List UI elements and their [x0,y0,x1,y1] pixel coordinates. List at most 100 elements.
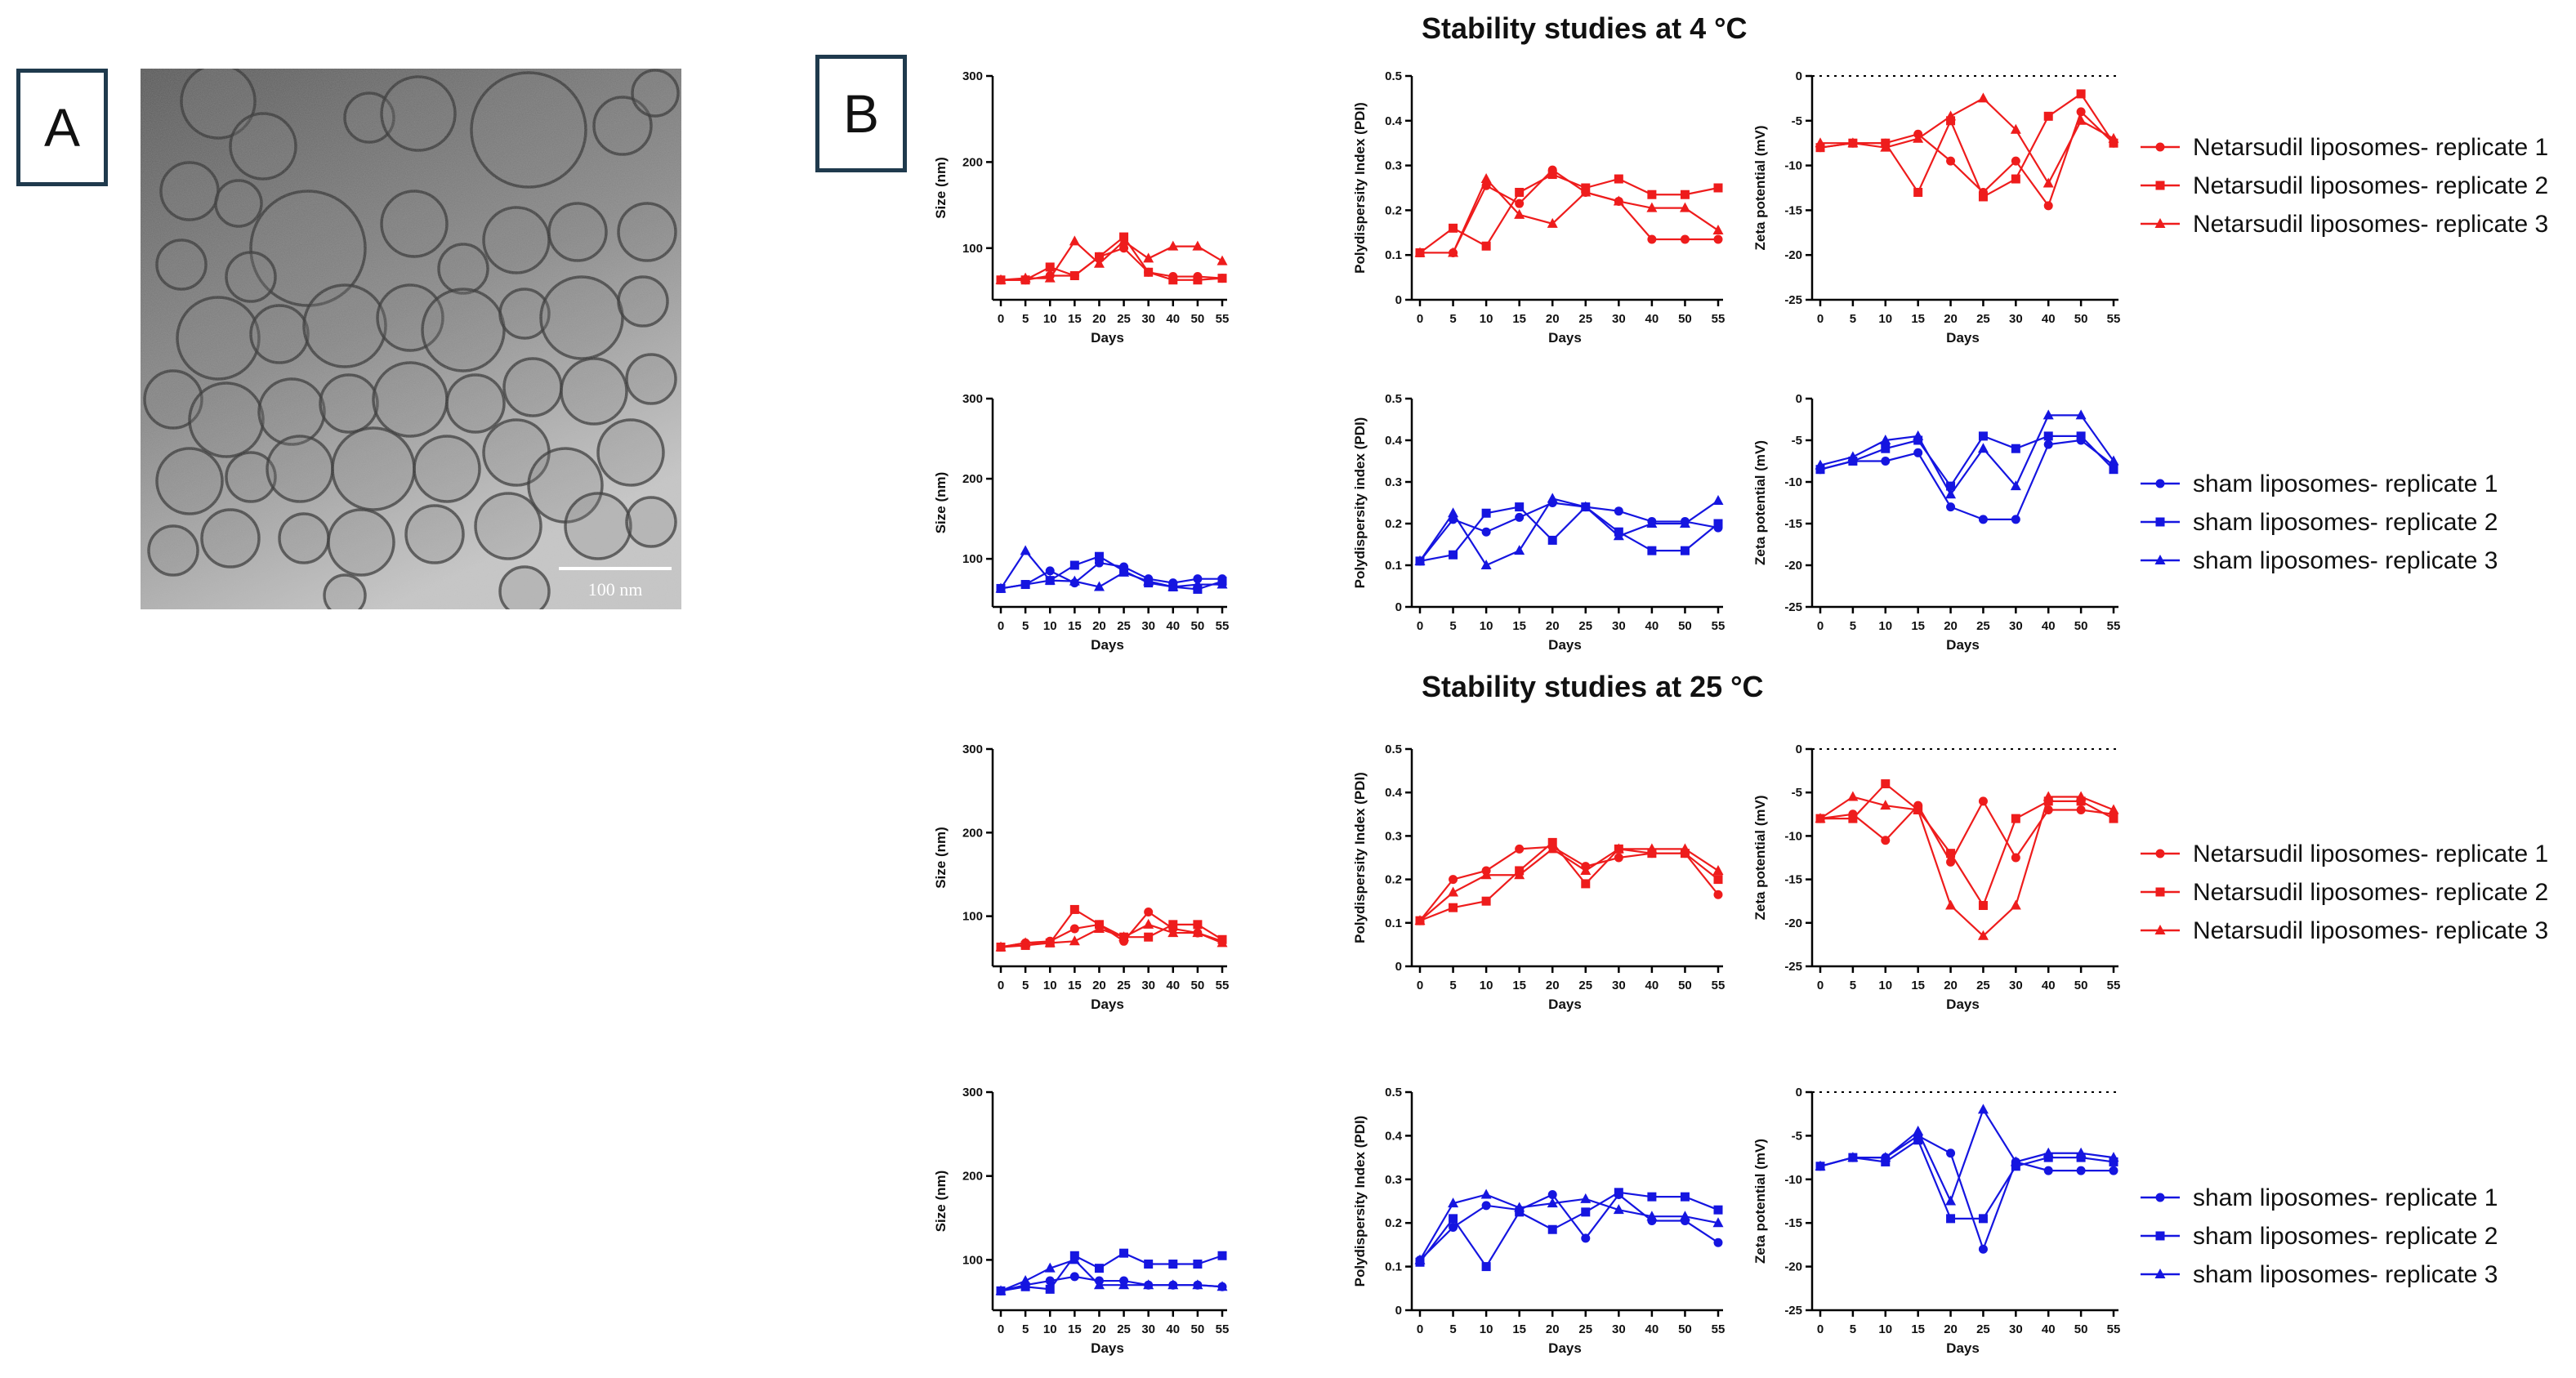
y-axis-title: Size (nm) [933,1171,949,1233]
x-tick-label: 30 [2009,619,2023,633]
data-point [1881,779,1891,789]
x-tick-label: 5 [1022,1322,1029,1336]
legend-marker [2155,517,2165,527]
data-point [1020,937,1031,948]
y-tick-label: 0.3 [1385,475,1402,489]
data-point [1679,1211,1690,1221]
x-tick-label: 0 [1817,1322,1824,1336]
x-tick-label: 10 [1043,619,1057,633]
data-point [1515,1207,1525,1217]
data-point [1614,1188,1623,1197]
data-point [1978,431,1988,441]
x-tick-label: 20 [1092,312,1106,326]
data-point [1713,234,1723,244]
series-line [1000,549,1222,590]
data-point [1815,813,1826,823]
data-point [1167,240,1179,251]
x-tick-label: 5 [1449,1322,1456,1336]
data-point [1514,545,1525,555]
x-tick-label: 40 [1166,619,1180,633]
x-tick-label: 40 [2042,619,2056,633]
series-triangle [1414,1188,1724,1264]
data-point [1515,502,1525,512]
x-tick-label: 20 [1092,979,1106,992]
data-point [1144,267,1154,277]
y-tick-label: 0.2 [1385,1216,1402,1230]
data-point [1414,1254,1426,1264]
data-point [1946,502,1956,512]
data-point [2108,804,2119,814]
x-tick-label: 25 [1976,619,1990,633]
series-square [1415,170,1723,257]
x-tick-label: 25 [1976,1322,1990,1336]
data-point [1481,241,1491,251]
x-tick-label: 55 [1712,312,1726,326]
data-point [2042,177,2054,188]
x-axis-title: Days [1946,997,1980,1012]
series-square [1815,431,2118,491]
data-point [1881,457,1891,466]
x-tick-label: 30 [2009,1322,2023,1336]
y-tick-label: 0 [1796,392,1802,406]
data-point [1913,435,1923,445]
data-point [1449,223,1458,233]
x-tick-label: 10 [1480,619,1493,633]
y-axis-title: Zeta potential (mV) [1752,795,1768,920]
data-point [1581,879,1591,889]
x-tick-label: 50 [1191,619,1205,633]
series-circle [1815,435,2118,524]
x-tick-label: 15 [1911,979,1925,992]
data-point [1547,535,1557,545]
data-point [2076,1166,2086,1175]
x-tick-label: 30 [1141,619,1155,633]
x-tick-label: 25 [1117,1322,1131,1336]
data-point [2011,174,2020,184]
data-point [1144,932,1154,942]
series-triangle [995,545,1228,593]
x-tick-label: 0 [1417,619,1423,633]
data-point [1581,1207,1591,1217]
data-point [1143,1279,1154,1290]
data-point [1094,252,1104,261]
legend-label: sham liposomes- replicate 2 [2193,1223,2498,1250]
data-point [1647,849,1657,858]
y-tick-label: 0.1 [1385,916,1402,930]
data-point [1713,1238,1723,1247]
x-tick-label: 0 [998,1322,1004,1336]
y-tick-label: -10 [1784,475,1802,489]
x-tick-label: 30 [1141,979,1155,992]
data-point [1168,1260,1178,1269]
data-point [1913,1135,1923,1145]
x-tick-label: 25 [1117,619,1131,633]
data-point [1614,853,1623,863]
data-point [1815,1160,1826,1171]
x-tick-label: 55 [1216,619,1230,633]
chart-r2-c2: 0 -5 -10 -15 -20 -25 0 5 10 15 20 25 30 40 50 55 Days Zet… [1752,743,2120,1012]
data-point [1978,901,1988,911]
data-point [1646,843,1658,854]
x-tick-label: 40 [1645,619,1659,633]
legend-label: sham liposomes- replicate 1 [2193,1184,2498,1211]
y-tick-label: 300 [962,1086,983,1099]
scale-bar-label: 100 nm [588,579,643,600]
y-tick-label: -5 [1792,786,1802,800]
data-point [1647,190,1657,199]
x-tick-label: 20 [1092,1322,1106,1336]
data-point [1580,186,1592,197]
x-tick-label: 0 [1417,979,1423,992]
data-point [1020,1282,1030,1291]
data-point [2043,439,2053,449]
series-triangle [1414,493,1724,569]
data-point [2011,156,2020,166]
data-point [1847,451,1859,462]
y-axis-title: Polydispersity Index (PDI) [1352,1116,1368,1287]
y-tick-label: 0 [1796,69,1802,83]
data-point [1449,903,1458,912]
series-line [1420,177,1719,254]
data-point [1977,443,1989,453]
x-tick-label: 50 [2074,1322,2088,1336]
data-point [2043,111,2053,121]
data-point [1580,864,1592,875]
data-point [1977,930,1989,940]
